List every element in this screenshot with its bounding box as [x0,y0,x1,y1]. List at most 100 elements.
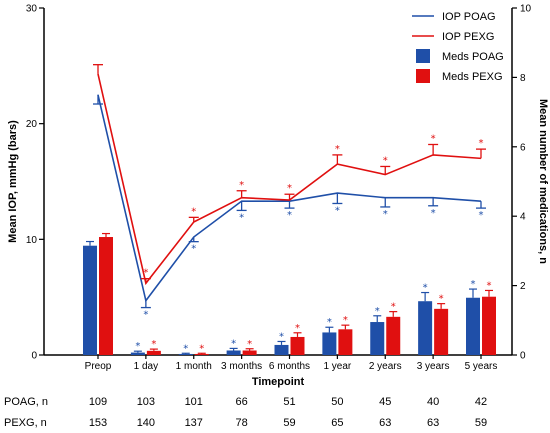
count-value: 51 [283,396,295,408]
x-axis-title: Timepoint [252,376,305,388]
count-value: 137 [185,417,203,429]
counts-table: POAG, n 109 103 101 66 51 50 45 40 42 PEXG, n 153 14… [4,396,487,429]
x-tick-label: 3 years [417,361,450,372]
bar [290,336,305,355]
bar [242,350,257,355]
left-tick-label: 10 [26,235,38,246]
significance-star: * [479,210,484,221]
count-value: 63 [427,417,439,429]
significance-star: * [471,279,476,290]
significance-star: * [479,138,484,149]
bar [338,329,353,355]
line-series [97,73,482,286]
x-tick-label: 5 years [465,361,498,372]
bar [194,353,209,355]
significance-star: * [423,283,428,294]
significance-star: * [487,280,492,291]
significance-star: * [375,306,380,317]
count-value: 140 [137,417,155,429]
significance-star: * [327,317,332,328]
count-value: 66 [236,396,248,408]
significance-star: * [335,205,340,216]
significance-star: * [191,244,196,255]
count-value: 40 [427,396,439,408]
count-row-label: PEXG, n [4,417,47,429]
legend-label: IOP PEXG [442,31,494,43]
count-value: 101 [185,396,203,408]
legend-swatch-bar [416,49,430,63]
bar [434,308,449,355]
count-value: 59 [283,417,295,429]
axes: 0 10 20 30 0 2 4 6 8 10 Preop 1 day 1 month 3 months 6… [7,4,549,389]
count-value: 50 [331,396,343,408]
significance-star: * [335,144,340,155]
significance-star: * [439,294,444,305]
left-tick-label: 30 [26,4,38,15]
bar [130,352,145,355]
bar [99,237,113,355]
right-tick-label: 10 [520,4,532,15]
left-axis-title: Mean IOP, mmHg (bars) [7,120,19,243]
significance-star: * [287,210,292,221]
significance-star: * [391,302,396,313]
bar [226,350,241,355]
x-tick-label: 1 day [134,361,158,372]
legend: IOP POAG IOP PEXG Meds POAG Meds PEXG [412,11,504,83]
x-tick-label: 1 year [323,361,351,372]
significance-star: * [191,206,196,217]
count-value: 45 [379,396,391,408]
significance-star: * [143,310,148,321]
bar [370,322,385,355]
x-tick-label: 6 months [269,361,310,372]
significance-star: * [431,133,436,144]
x-tick-label: 1 month [176,361,212,372]
legend-label: IOP POAG [442,11,496,23]
significance-star: * [143,268,148,279]
right-axis-title: Mean number of medications, n [537,99,549,264]
bar [274,344,289,355]
significance-star: * [383,155,388,166]
lines: * * * * * * * * * * * * * * * * [93,64,486,321]
significance-star: * [239,212,244,223]
significance-star: * [183,343,188,354]
left-tick-label: 0 [31,351,37,362]
significance-star: * [343,315,348,326]
count-value: 109 [89,396,107,408]
x-tick-label: 2 years [369,361,402,372]
bar [466,297,480,355]
significance-star: * [295,323,300,334]
right-tick-label: 6 [520,142,526,153]
right-tick-label: 4 [520,212,526,223]
bars: * * * * * * * * * * * * * * * * [83,232,496,355]
count-value: 78 [236,417,248,429]
significance-star: * [231,338,236,349]
count-value: 65 [331,417,343,429]
significance-star: * [247,339,252,350]
significance-star: * [239,180,244,191]
x-tick-label: Preop [85,361,112,372]
significance-star: * [279,331,284,342]
count-value: 59 [475,417,487,429]
count-row-label: POAG, n [4,396,48,408]
right-tick-label: 0 [520,351,526,362]
bar [386,316,401,355]
bar [83,245,97,355]
count-value: 153 [89,417,107,429]
bar [482,296,496,355]
significance-star: * [135,341,140,352]
significance-star: * [287,183,292,194]
bar [146,350,161,355]
legend-label: Meds POAG [442,51,504,63]
significance-star: * [383,209,388,220]
count-value: 63 [379,417,391,429]
x-tick-label: 3 months [221,361,262,372]
count-value: 42 [475,396,487,408]
legend-swatch-bar [416,69,430,83]
bar [178,353,193,355]
left-tick-label: 20 [26,119,38,130]
bar [418,301,433,355]
count-value: 103 [137,396,155,408]
right-tick-label: 2 [520,281,526,292]
